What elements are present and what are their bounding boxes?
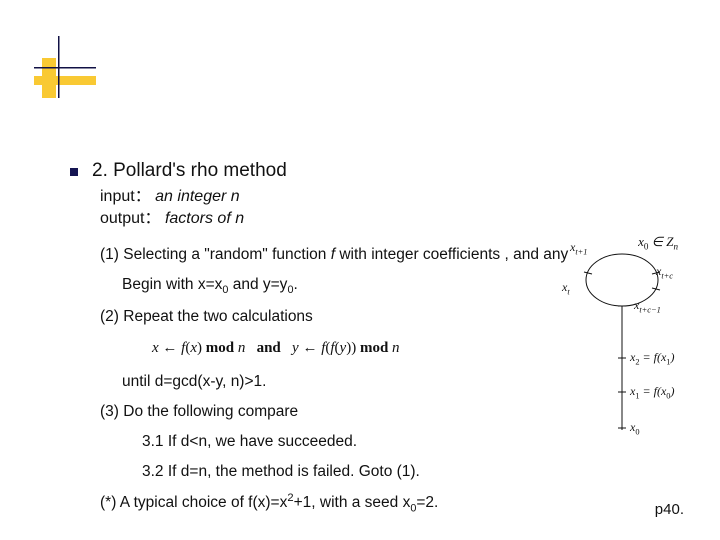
slide-title: 2. Pollard's rho method xyxy=(92,160,287,182)
input-line: input： an integer n xyxy=(100,186,680,208)
page-number: p40. xyxy=(655,501,684,518)
step-star: (*) A typical choice of f(x)=x2+1, with … xyxy=(100,490,680,517)
diagram-label-x1: x1 = f(x0) xyxy=(630,384,674,400)
diagram-label-xtc1: xt+c−1 xyxy=(634,298,661,314)
output-label: output： xyxy=(100,210,161,227)
diagram-label-x0: x0 xyxy=(630,420,640,436)
input-value: an integer n xyxy=(155,188,240,205)
rho-diagram: xt+1 xt xt+c xt+c−1 x2 = f(x1) x1 = f(x0… xyxy=(556,240,682,440)
io-block: input： an integer n output： factors of n xyxy=(100,186,680,229)
diagram-label-xtc: xt+c xyxy=(656,264,673,280)
diagram-label-xt1: xt+1 xyxy=(570,240,588,256)
output-value: factors of n xyxy=(165,210,244,227)
title-row: 2. Pollard's rho method xyxy=(70,160,680,182)
bullet-icon xyxy=(70,168,78,176)
slide-logo xyxy=(34,36,96,98)
diagram-label-x2: x2 = f(x1) xyxy=(630,350,674,366)
input-label: input： xyxy=(100,188,151,205)
step-3-2: 3.2 If d=n, the method is failed. Goto (… xyxy=(142,460,680,484)
output-line: output： factors of n xyxy=(100,208,680,230)
diagram-label-xt: xt xyxy=(562,280,570,296)
